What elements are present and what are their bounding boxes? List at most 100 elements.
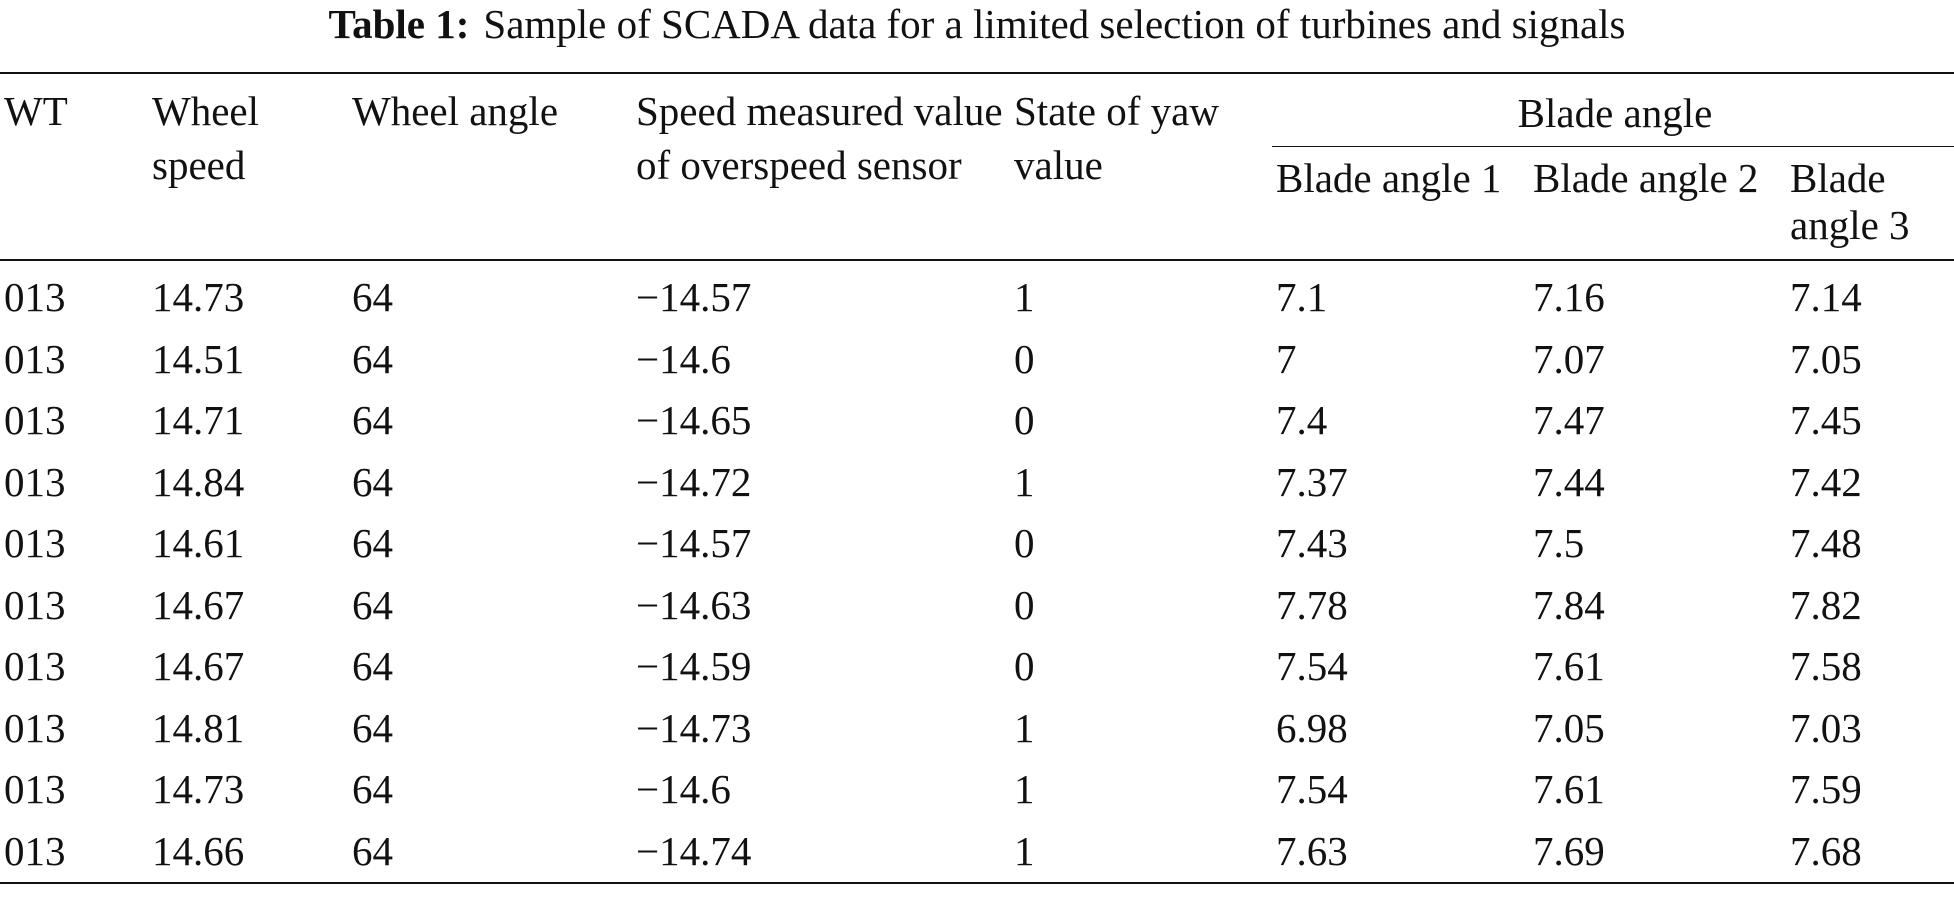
cell-yaw-state: 1	[1014, 704, 1035, 751]
cell-wheel-speed: 14.73	[152, 274, 245, 320]
cell-yaw-state: 0	[1014, 643, 1035, 689]
cell-wt: 013	[0, 820, 148, 884]
table-row: 013 14.71 64 −14.65 0 7.4 7.47 7.45	[0, 390, 1954, 452]
cell-wheel-speed: 14.67	[152, 643, 245, 689]
table-row: 013 14.84 64 −14.72 1 7.37 7.44 7.42	[0, 452, 1954, 514]
cell-yaw-state: 1	[1014, 274, 1035, 320]
cell-speed-measured: −14.57	[636, 274, 752, 320]
cell-wheel-angle: 64	[352, 704, 393, 751]
cell-blade-angle-3: 7.03	[1790, 704, 1862, 751]
cell-speed-measured: −14.57	[636, 520, 752, 566]
cell-blade-angle-2: 7.16	[1533, 274, 1605, 320]
cell-wt: 013	[4, 704, 66, 751]
cell-blade-angle-1: 7	[1276, 335, 1297, 382]
cell-wt: 013	[4, 274, 66, 320]
header-blade-angle-group: Blade angle	[1272, 72, 1954, 147]
cell-wheel-speed: 14.61	[152, 520, 245, 566]
table-row: 013 14.51 64 −14.6 0 7 7.07 7.05	[0, 329, 1954, 391]
cell-wheel-speed: 14.67	[152, 581, 245, 628]
cell-wheel-speed: 14.66	[148, 820, 348, 884]
table-row: 013 14.81 64 −14.73 1 6.98 7.05 7.03	[0, 698, 1954, 760]
cell-wheel-speed: 14.81	[152, 704, 245, 751]
table-row: 013 14.67 64 −14.59 0 7.54 7.61 7.58	[0, 636, 1954, 698]
cell-blade-angle-3: 7.42	[1790, 458, 1862, 505]
cell-wt: 013	[4, 766, 66, 812]
cell-blade-angle-2: 7.84	[1533, 581, 1605, 628]
table-body: 013 14.73 64 −14.57 1 7.1 7.16 7.14 013 14.51 64 −1…	[0, 260, 1954, 884]
cell-blade-angle-2: 7.05	[1533, 704, 1605, 751]
table-row: 013 14.73 64 −14.6 1 7.54 7.61 7.59	[0, 759, 1954, 821]
cell-wt: 013	[4, 335, 66, 382]
header-blade-angle-3: Blade angle 3	[1786, 146, 1954, 261]
cell-blade-angle-2: 7.44	[1533, 458, 1605, 505]
cell-blade-angle-3: 7.82	[1790, 581, 1862, 628]
cell-blade-angle-3: 7.45	[1790, 397, 1862, 443]
cell-wheel-speed: 14.71	[152, 397, 245, 443]
cell-blade-angle-2: 7.47	[1533, 397, 1605, 443]
cell-blade-angle-2: 7.5	[1533, 520, 1585, 566]
cell-yaw-state: 1	[1014, 458, 1035, 505]
table-caption: Table 1: Sample of SCADA data for a limit…	[0, 0, 1954, 48]
cell-wt: 013	[4, 397, 66, 443]
table-header: WT Wheel speed Wheel angle Speed measure…	[0, 72, 1954, 261]
cell-wheel-speed: 14.84	[152, 458, 245, 505]
cell-wheel-speed: 14.51	[152, 335, 245, 382]
cell-yaw-state: 0	[1014, 397, 1035, 443]
cell-blade-angle-3: 7.68	[1786, 820, 1954, 884]
cell-wheel-angle: 64	[352, 274, 393, 320]
cell-wheel-angle: 64	[352, 335, 393, 382]
cell-speed-measured: −14.6	[636, 335, 731, 382]
header-wheel-angle: Wheel angle	[348, 72, 632, 261]
cell-blade-angle-3: 7.59	[1790, 766, 1862, 812]
table-row: 013 14.66 64 −14.74 1 7.63 7.69 7.68	[0, 820, 1954, 884]
cell-blade-angle-1: 7.54	[1276, 766, 1348, 812]
cell-yaw-state: 0	[1014, 520, 1035, 566]
cell-blade-angle-3: 7.48	[1790, 520, 1862, 566]
cell-speed-measured: −14.74	[632, 820, 1010, 884]
cell-blade-angle-1: 7.37	[1276, 458, 1348, 505]
table-row: 013 14.67 64 −14.63 0 7.78 7.84 7.82	[0, 575, 1954, 637]
cell-blade-angle-3: 7.58	[1790, 643, 1862, 689]
cell-blade-angle-1: 7.63	[1272, 820, 1529, 884]
cell-yaw-state: 1	[1014, 766, 1035, 812]
cell-yaw-state: 0	[1014, 581, 1035, 628]
cell-speed-measured: −14.73	[636, 704, 752, 751]
cell-speed-measured: −14.59	[636, 643, 752, 689]
cell-wheel-angle: 64	[352, 397, 393, 443]
cell-yaw-state: 0	[1014, 335, 1035, 382]
cell-blade-angle-1: 7.78	[1276, 581, 1348, 628]
table-row: 013 14.73 64 −14.57 1 7.1 7.16 7.14	[0, 260, 1954, 329]
header-blade-angle-2: Blade angle 2	[1529, 146, 1786, 261]
cell-blade-angle-2: 7.07	[1533, 335, 1605, 382]
cell-wheel-angle: 64	[352, 643, 393, 689]
cell-speed-measured: −14.6	[636, 766, 731, 812]
cell-blade-angle-2: 7.69	[1529, 820, 1786, 884]
cell-speed-measured: −14.63	[636, 581, 752, 628]
table-row: 013 14.61 64 −14.57 0 7.43 7.5 7.48	[0, 513, 1954, 575]
cell-wt: 013	[4, 520, 66, 566]
cell-blade-angle-1: 7.1	[1276, 274, 1328, 320]
cell-wheel-angle: 64	[352, 520, 393, 566]
cell-blade-angle-1: 7.43	[1276, 520, 1348, 566]
cell-wheel-speed: 14.73	[152, 766, 245, 812]
header-yaw-state: State of yaw value	[1010, 72, 1272, 261]
cell-blade-angle-3: 7.05	[1790, 335, 1862, 382]
cell-blade-angle-2: 7.61	[1533, 766, 1605, 812]
cell-yaw-state: 1	[1010, 820, 1272, 884]
scada-data-table: WT Wheel speed Wheel angle Speed measure…	[0, 72, 1954, 884]
cell-wheel-angle: 64	[352, 766, 393, 812]
table-caption-text: Sample of SCADA data for a limited selec…	[483, 1, 1626, 47]
table-caption-label: Table 1:	[328, 1, 470, 47]
cell-wheel-angle: 64	[352, 581, 393, 628]
cell-blade-angle-1: 7.54	[1276, 643, 1348, 689]
cell-blade-angle-1: 7.4	[1276, 397, 1328, 443]
header-speed-measured: Speed measured value of overspeed sensor	[632, 72, 1010, 261]
cell-wheel-angle: 64	[352, 458, 393, 505]
header-wheel-speed: Wheel speed	[148, 72, 348, 261]
cell-wt: 013	[4, 643, 66, 689]
cell-wt: 013	[4, 581, 66, 628]
cell-wt: 013	[4, 458, 66, 505]
cell-speed-measured: −14.72	[636, 458, 752, 505]
cell-blade-angle-2: 7.61	[1533, 643, 1605, 689]
cell-speed-measured: −14.65	[636, 397, 752, 443]
